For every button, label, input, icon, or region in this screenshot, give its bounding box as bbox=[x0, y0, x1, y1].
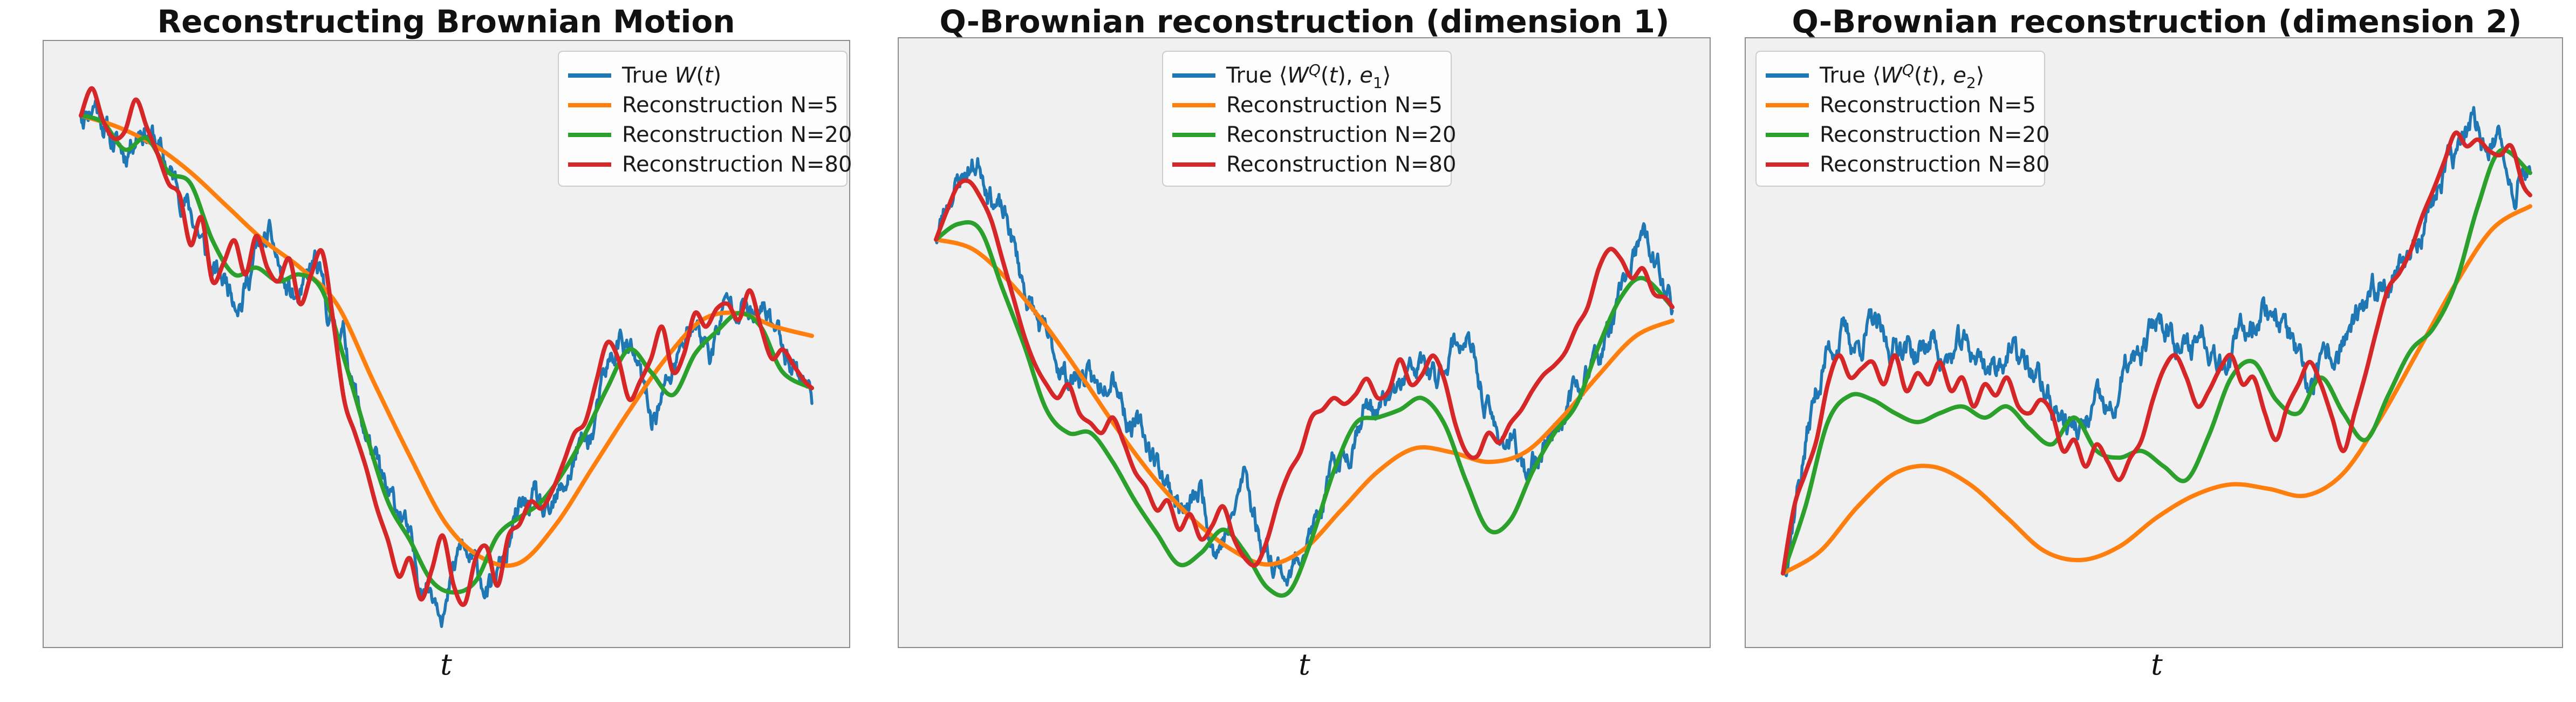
legend-box bbox=[1755, 51, 2045, 187]
series-line-reconstruction-n-20 bbox=[934, 220, 1675, 598]
legend-box bbox=[1162, 51, 1452, 187]
panel-brownian-motion: Reconstructing Brownian Motion True W(t)… bbox=[43, 3, 852, 681]
series-line-reconstruction-n-80 bbox=[79, 86, 814, 607]
series-line-reconstruction-n-80 bbox=[934, 178, 1675, 568]
series-line-reconstruction-n-5 bbox=[1781, 204, 2532, 576]
legend-label: Reconstruction N=80 bbox=[622, 152, 852, 177]
legend-label: True ⟨WQ(t), e2⟩ bbox=[1819, 61, 1984, 92]
legend-label: True ⟨WQ(t), e1⟩ bbox=[1226, 61, 1391, 92]
chart-title: Q-Brownian reconstruction (dimension 2) bbox=[1792, 3, 2522, 40]
legend-label: True W(t) bbox=[621, 63, 721, 88]
series-layer bbox=[1781, 106, 2532, 577]
chart-title: Reconstructing Brownian Motion bbox=[158, 3, 735, 40]
panel-q-brownian-dim1: Q-Brownian reconstruction (dimension 1) … bbox=[898, 3, 1711, 681]
legend-label: Reconstruction N=80 bbox=[1820, 152, 2049, 177]
legend-label: Reconstruction N=5 bbox=[1226, 93, 1443, 118]
legend-box bbox=[558, 51, 848, 187]
legend-label: Reconstruction N=5 bbox=[622, 93, 838, 118]
legend-label: Reconstruction N=5 bbox=[1820, 93, 2036, 118]
series-layer bbox=[934, 157, 1675, 598]
x-axis-label: t bbox=[2151, 648, 2163, 681]
legend-label: Reconstruction N=20 bbox=[1820, 122, 2049, 147]
legend-label: Reconstruction N=20 bbox=[1226, 122, 1456, 147]
legend: True ⟨WQ(t), e2⟩Reconstruction N=5 Recons… bbox=[1755, 51, 2049, 187]
series-line-reconstruction-n-5 bbox=[934, 237, 1675, 567]
legend-label: Reconstruction N=80 bbox=[1226, 152, 1456, 177]
legend: True W(t) Reconstruction N=5 Reconstructio… bbox=[558, 51, 852, 187]
x-axis-label: t bbox=[440, 648, 452, 681]
series-line-reconstruction-n-5 bbox=[79, 113, 814, 568]
series-layer bbox=[79, 86, 814, 628]
x-axis-label: t bbox=[1299, 648, 1310, 681]
legend-label: Reconstruction N=20 bbox=[622, 122, 852, 147]
series-line-reconstruction-n-20 bbox=[79, 113, 814, 595]
panel-q-brownian-dim2: Q-Brownian reconstruction (dimension 2) … bbox=[1745, 3, 2563, 681]
series-line-reconstruction-n-20 bbox=[1781, 147, 2532, 576]
series-line-reconstruction-n-80 bbox=[1781, 130, 2532, 576]
legend: True ⟨WQ(t), e1⟩Reconstruction N=5 Recons… bbox=[1162, 51, 1456, 187]
chart-title: Q-Brownian reconstruction (dimension 1) bbox=[940, 3, 1670, 40]
